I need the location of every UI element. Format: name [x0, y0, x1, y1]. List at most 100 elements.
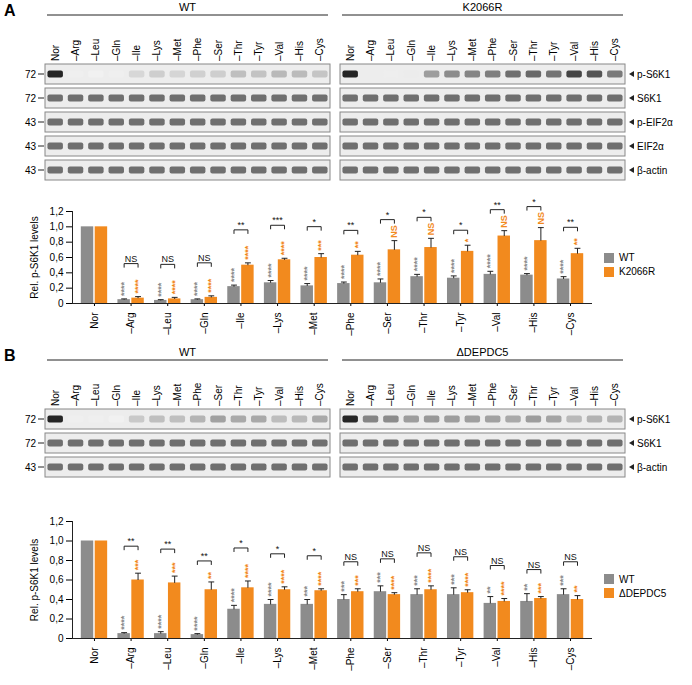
svg-text:1,0: 1,0 [50, 535, 64, 546]
svg-text:–Cys: –Cys [609, 383, 620, 406]
svg-text:**: ** [353, 241, 363, 249]
svg-text:Nor: Nor [50, 44, 61, 61]
svg-text:1,2: 1,2 [50, 516, 64, 527]
svg-text:Nor: Nor [50, 389, 61, 406]
svg-text:72: 72 [25, 438, 37, 449]
svg-text:***: *** [536, 583, 546, 594]
svg-text:****: **** [229, 268, 239, 283]
svg-text:–Gln: –Gln [111, 40, 122, 61]
svg-text:–Cys: –Cys [314, 383, 325, 406]
svg-text:****: **** [243, 245, 253, 260]
svg-text:72: 72 [25, 69, 37, 80]
svg-text:–Val: –Val [491, 648, 502, 667]
svg-text:43: 43 [25, 141, 37, 152]
svg-text:NS: NS [418, 543, 431, 553]
svg-text:–Val: –Val [274, 42, 285, 61]
svg-text:NS: NS [536, 212, 546, 225]
svg-text:**: ** [237, 220, 245, 230]
svg-text:**: ** [128, 536, 136, 546]
svg-text:***: *** [353, 575, 363, 586]
svg-text:–Phe: –Phe [345, 312, 356, 336]
svg-text:–Tyr: –Tyr [548, 41, 559, 61]
svg-text:–Leu: –Leu [90, 384, 101, 406]
svg-text:ΔDEPDC5: ΔDEPDC5 [457, 346, 509, 358]
svg-text:–Gln: –Gln [406, 385, 417, 406]
svg-text:***: *** [339, 581, 349, 592]
svg-text:–Ile: –Ile [235, 647, 246, 664]
svg-text:43: 43 [25, 462, 37, 473]
svg-text:–Leu: –Leu [385, 384, 396, 406]
svg-text:*: * [459, 220, 463, 230]
svg-text:Nor: Nor [89, 312, 100, 329]
svg-text:*: * [422, 207, 426, 217]
svg-text:–Tyr: –Tyr [548, 386, 559, 406]
svg-text:****: **** [192, 616, 202, 631]
svg-text:–Phe: –Phe [487, 37, 498, 61]
svg-text:***: *** [133, 559, 143, 570]
svg-text:–Thr: –Thr [233, 385, 244, 406]
svg-text:NS: NS [454, 547, 467, 557]
svg-text:–Tyr: –Tyr [455, 647, 466, 667]
svg-text:NS: NS [389, 225, 399, 238]
svg-text:–Phe: –Phe [192, 37, 203, 61]
svg-text:0,2: 0,2 [50, 282, 64, 293]
svg-text:0,4: 0,4 [50, 267, 64, 278]
svg-text:–Met: –Met [172, 384, 183, 406]
svg-text:***: *** [375, 572, 385, 583]
svg-text:NS: NS [345, 552, 358, 562]
svg-text:*: * [276, 544, 280, 554]
svg-text:–Arg: –Arg [365, 40, 376, 61]
svg-text:****: **** [170, 280, 180, 295]
svg-text:K2066R: K2066R [463, 1, 503, 13]
svg-text:Nor: Nor [345, 389, 356, 406]
svg-text:*: * [312, 546, 316, 556]
svg-text:*: * [386, 210, 390, 220]
svg-text:****: **** [192, 281, 202, 296]
svg-text:–Lys: –Lys [272, 648, 283, 669]
svg-text:A: A [4, 2, 16, 19]
svg-text:****: **** [229, 588, 239, 603]
svg-text:–Cys: –Cys [565, 313, 576, 336]
svg-text:****: **** [265, 263, 275, 278]
svg-text:****: **** [265, 582, 275, 597]
svg-text:****: **** [375, 261, 385, 276]
svg-text:–Val: –Val [569, 42, 580, 61]
svg-text:NS: NS [426, 223, 436, 236]
svg-text:72: 72 [25, 93, 37, 104]
svg-text:–His: –His [589, 386, 600, 406]
svg-text:–Ser: –Ser [508, 384, 519, 406]
svg-text:0,4: 0,4 [50, 594, 64, 605]
svg-text:****: **** [558, 259, 568, 274]
svg-text:–Val: –Val [491, 313, 502, 332]
svg-text:WT: WT [179, 346, 196, 358]
svg-text:S6K1: S6K1 [637, 438, 662, 449]
svg-text:NS: NS [528, 560, 541, 570]
svg-text:–Met: –Met [308, 312, 319, 334]
svg-text:–Leu: –Leu [162, 313, 173, 335]
svg-text:–His: –His [589, 41, 600, 61]
svg-text:****: **** [522, 256, 532, 271]
svg-text:WT: WT [179, 1, 196, 13]
svg-text:****: **** [302, 266, 312, 281]
svg-text:****: **** [412, 257, 422, 272]
svg-text:–Lys: –Lys [446, 385, 457, 406]
svg-text:****: **** [206, 278, 216, 293]
svg-text:–Arg: –Arg [365, 385, 376, 406]
svg-text:****: **** [279, 241, 289, 256]
svg-text:0: 0 [58, 633, 64, 644]
svg-text:–Met: –Met [467, 384, 478, 406]
svg-text:****: **** [426, 568, 436, 583]
svg-text:–Leu: –Leu [90, 39, 101, 61]
svg-text:–Leu: –Leu [385, 39, 396, 61]
svg-text:–Thr: –Thr [418, 312, 429, 333]
svg-text:0,8: 0,8 [50, 236, 64, 247]
svg-text:NS: NS [499, 215, 509, 228]
svg-text:****: **** [156, 614, 166, 629]
svg-text:NS: NS [161, 254, 174, 264]
svg-text:****: **** [449, 258, 459, 273]
svg-text:NS: NS [381, 549, 394, 559]
svg-text:**: ** [522, 583, 532, 591]
svg-text:****: **** [485, 254, 495, 269]
svg-text:–Phe: –Phe [487, 382, 498, 406]
svg-text:–Ser: –Ser [213, 39, 224, 61]
